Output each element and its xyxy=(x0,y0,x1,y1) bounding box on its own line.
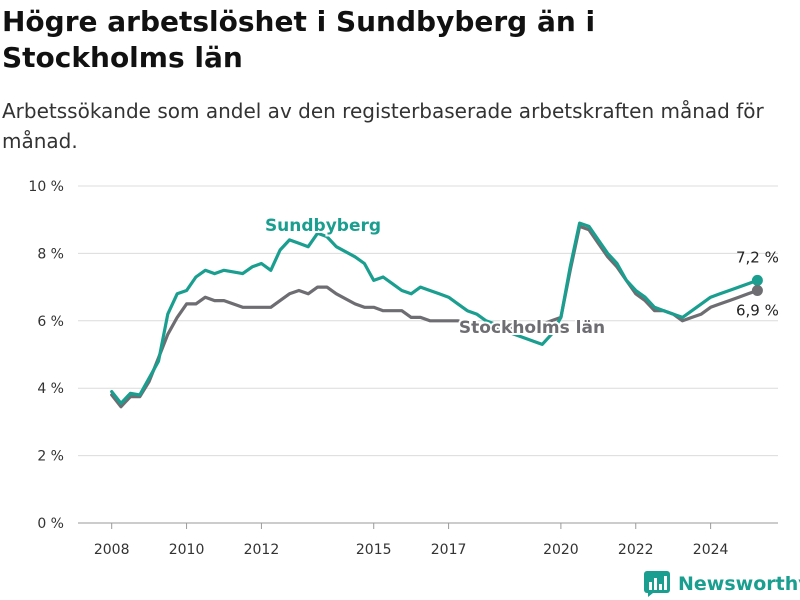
end-point-sundbyberg xyxy=(751,274,763,286)
x-tick-label: 2010 xyxy=(169,542,205,558)
series-label-sundbyberg: Sundbyberg xyxy=(265,216,381,236)
y-tick-label: 4 % xyxy=(37,381,64,397)
y-tick-label: 2 % xyxy=(37,449,64,465)
x-tick-label: 2024 xyxy=(693,542,729,558)
end-value-label-stockholm: 6,9 % xyxy=(736,301,779,319)
x-tick-label: 2015 xyxy=(356,542,392,558)
series-label-stockholm: Stockholms län xyxy=(459,318,605,338)
end-value-label-sundbyberg: 7,2 % xyxy=(736,248,779,266)
x-tick-label: 2012 xyxy=(244,542,280,558)
x-tick-label: 2020 xyxy=(543,542,579,558)
chart-subtitle: Arbetssökande som andel av den registerb… xyxy=(2,99,764,153)
y-tick-label: 10 % xyxy=(28,179,64,195)
chart-title: Högre arbetslöshet i Sundbyberg än i Sto… xyxy=(2,5,596,74)
x-tick-label: 2017 xyxy=(431,542,467,558)
y-tick-label: 6 % xyxy=(37,314,64,330)
y-tick-label: 0 % xyxy=(37,516,64,532)
x-tick-label: 2008 xyxy=(94,542,130,558)
series-line-sundbyberg xyxy=(110,221,759,405)
brand-name: Newsworthy xyxy=(678,573,800,595)
y-tick-label: 8 % xyxy=(37,246,64,262)
bar-chart-icon xyxy=(644,571,670,597)
brand-logo: Newsworthy xyxy=(644,570,800,598)
end-point-stockholm xyxy=(751,284,763,296)
series-line-stockholm xyxy=(110,224,759,409)
x-tick-label: 2022 xyxy=(618,542,654,558)
